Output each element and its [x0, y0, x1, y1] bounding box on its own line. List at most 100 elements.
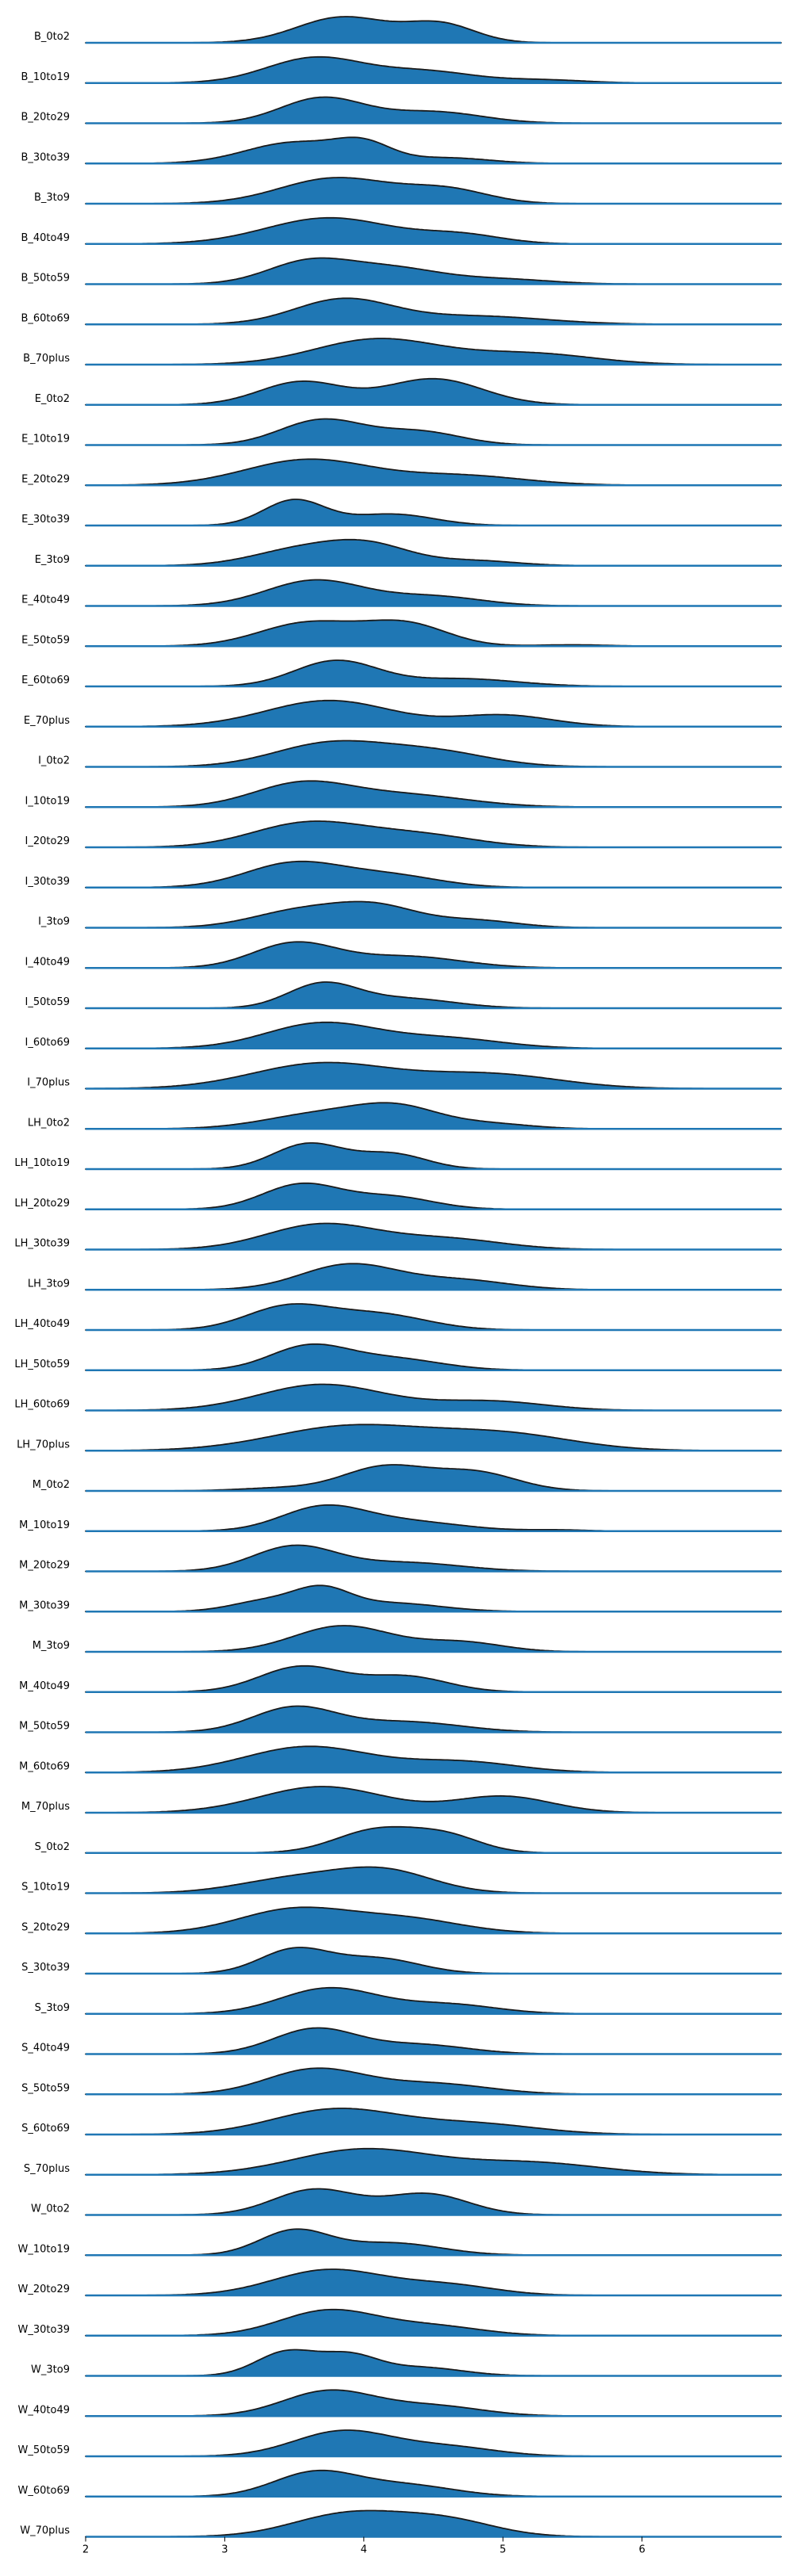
ridge-area-M_20to29 — [85, 1544, 782, 1573]
ridge-row-M_40to49: M_40to49 — [19, 1664, 782, 1693]
ridge-row-B_40to49: B_40to49 — [21, 216, 782, 245]
ridge-label: LH_30to39 — [14, 1238, 70, 1250]
ridge-area-I_40to49 — [85, 941, 782, 969]
ridge-row-B_30to39: B_30to39 — [21, 136, 782, 165]
ridge-row-W_10to19: W_10to19 — [18, 2228, 782, 2257]
ridge-label: S_70plus — [24, 2163, 70, 2175]
ridge-area-B_0to2 — [85, 16, 782, 44]
ridge-area-B_60to69 — [85, 297, 782, 326]
ridge-row-W_40to49: W_40to49 — [18, 2389, 782, 2417]
ridge-area-E_70plus — [85, 699, 782, 728]
ridge-label: M_40to49 — [19, 1680, 70, 1692]
ridge-row-B_50to59: B_50to59 — [21, 257, 782, 285]
ridge-label: LH_60to69 — [14, 1399, 70, 1411]
ridge-area-B_3to9 — [85, 177, 782, 204]
ridge-area-LH_40to49 — [85, 1303, 782, 1331]
ridge-label: LH_70plus — [17, 1439, 70, 1450]
ridge-area-E_0to2 — [85, 377, 782, 406]
ridge-label: I_20to29 — [25, 835, 70, 847]
ridge-label: M_0to2 — [33, 1479, 70, 1491]
ridge-row-B_3to9: B_3to9 — [34, 177, 782, 205]
ridge-row-LH_60to69: LH_60to69 — [14, 1383, 782, 1412]
ridge-row-E_70plus: E_70plus — [24, 699, 782, 728]
ridge-row-M_60to69: M_60to69 — [19, 1745, 782, 1774]
ridge-label: M_10to19 — [19, 1519, 70, 1531]
ridge-label: M_70plus — [21, 1801, 70, 1813]
ridge-label: W_60to69 — [18, 2485, 71, 2497]
ridge-label: I_30to39 — [25, 876, 70, 888]
ridge-label: S_40to49 — [21, 2043, 70, 2054]
ridge-label: LH_20to29 — [14, 1198, 70, 1210]
ridge-label: S_20to29 — [21, 1921, 70, 1933]
ridge-area-I_60to69 — [85, 1021, 782, 1049]
ridge-label: LH_3to9 — [28, 1278, 70, 1290]
ridge-row-E_0to2: E_0to2 — [35, 377, 782, 406]
ridge-row-S_50to59: S_50to59 — [21, 2067, 782, 2096]
ridge-area-S_30to39 — [85, 1947, 782, 1974]
ridge-label: W_40to49 — [18, 2404, 71, 2416]
ridge-row-S_40to49: S_40to49 — [21, 2027, 782, 2055]
ridge-area-M_30to39 — [85, 1584, 782, 1613]
ridge-area-W_60to69 — [85, 2469, 782, 2498]
ridge-label: E_0to2 — [35, 393, 70, 405]
ridge-row-W_30to39: W_30to39 — [18, 2308, 782, 2337]
ridge-row-E_10to19: E_10to19 — [21, 418, 782, 446]
ridge-area-W_70plus — [85, 2509, 782, 2538]
ridge-row-I_0to2: I_0to2 — [38, 740, 782, 768]
ridge-row-I_3to9: I_3to9 — [38, 900, 782, 929]
ridge-label: LH_0to2 — [28, 1117, 70, 1129]
ridge-label: S_10to19 — [21, 1882, 70, 1894]
ridge-label: W_50to59 — [18, 2444, 71, 2456]
ridge-area-E_30to39 — [85, 499, 782, 526]
ridge-row-LH_10to19: LH_10to19 — [14, 1142, 782, 1171]
ridge-area-I_0to2 — [85, 740, 782, 768]
ridge-label: E_70plus — [24, 715, 70, 727]
ridge-label: E_60to69 — [21, 675, 70, 686]
ridge-area-E_10to19 — [85, 418, 782, 446]
ridge-label: E_3to9 — [35, 554, 70, 566]
ridge-row-M_3to9: M_3to9 — [33, 1625, 782, 1653]
ridge-label: B_70plus — [23, 353, 70, 365]
ridge-label: E_40to49 — [21, 594, 70, 606]
x-tick-label: 2 — [82, 2544, 89, 2556]
ridge-row-E_3to9: E_3to9 — [35, 538, 782, 567]
ridge-row-E_50to59: E_50to59 — [21, 619, 782, 648]
ridge-area-I_30to39 — [85, 860, 782, 889]
ridge-area-LH_3to9 — [85, 1263, 782, 1291]
ridge-area-S_20to29 — [85, 1906, 782, 1935]
ridge-area-M_40to49 — [85, 1664, 782, 1693]
ridge-area-LH_30to39 — [85, 1222, 782, 1251]
ridge-area-W_3to9 — [85, 2349, 782, 2377]
ridge-row-M_50to59: M_50to59 — [19, 1705, 782, 1733]
ridge-area-E_20to29 — [85, 458, 782, 487]
ridge-row-LH_20to29: LH_20to29 — [14, 1182, 782, 1210]
ridge-label: B_20to29 — [21, 112, 70, 124]
ridge-area-S_50to59 — [85, 2067, 782, 2096]
ridges-group: B_0to2 B_10to19 B_20to29 B_30to39 B_3to9 B_40… — [14, 16, 782, 2538]
ridge-row-S_30to39: S_30to39 — [21, 1947, 782, 1975]
ridge-area-S_0to2 — [85, 1825, 782, 1854]
ridge-label: B_0to2 — [34, 31, 70, 43]
ridge-label: B_60to69 — [21, 312, 70, 324]
ridge-row-W_50to59: W_50to59 — [18, 2429, 782, 2458]
ridge-area-W_40to49 — [85, 2389, 782, 2417]
ridge-row-W_0to2: W_0to2 — [31, 2188, 782, 2216]
ridge-label: I_0to2 — [38, 755, 70, 767]
ridge-area-M_50to59 — [85, 1705, 782, 1733]
ridge-label: I_70plus — [27, 1077, 70, 1089]
ridge-label: M_3to9 — [33, 1640, 70, 1652]
ridge-area-W_30to39 — [85, 2308, 782, 2337]
ridge-row-W_70plus: W_70plus — [20, 2509, 782, 2538]
ridge-row-S_60to69: S_60to69 — [21, 2108, 782, 2136]
ridge-label: I_40to49 — [25, 956, 70, 968]
ridge-label: S_3to9 — [35, 2002, 70, 2014]
x-tick-label: 6 — [638, 2544, 645, 2556]
ridge-row-M_10to19: M_10to19 — [19, 1504, 782, 1532]
ridge-label: I_60to69 — [25, 1037, 70, 1049]
ridge-label: M_30to39 — [19, 1599, 70, 1611]
ridge-label: S_50to59 — [21, 2082, 70, 2094]
ridge-label: W_70plus — [20, 2525, 70, 2537]
ridge-area-LH_70plus — [85, 1424, 782, 1452]
ridge-area-B_40to49 — [85, 216, 782, 245]
ridge-row-B_10to19: B_10to19 — [21, 55, 782, 84]
